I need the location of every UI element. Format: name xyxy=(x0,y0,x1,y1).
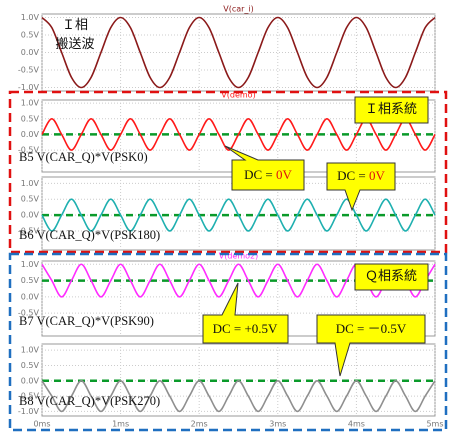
x-tick-label: 3ms xyxy=(269,420,286,429)
callout-text: DC = －0.5V xyxy=(336,321,407,336)
callout-text: DC = 0V xyxy=(337,168,385,183)
x-tick-label: 0ms xyxy=(33,420,50,429)
y-tick-label: 1.0V xyxy=(21,260,40,269)
y-tick-label: -0.5V xyxy=(18,309,40,318)
trace-title: V(demo2) xyxy=(219,252,259,261)
annotations: Ｉ相 搬送波 Ｉ相系統 Ｑ相系統 DC = 0V DC = 0V DC = +0… xyxy=(8,17,448,432)
callout xyxy=(202,282,289,344)
y-tick-label: 0.5V xyxy=(21,31,40,40)
y-tick-label: -0.5V xyxy=(18,66,40,75)
trace-title: V(car_i) xyxy=(223,5,254,14)
trace-label: B7 V(CAR_Q)*V(PSK90) xyxy=(19,314,154,328)
plots: 1.0V 0.5V 0.0V -0.5V -1.0V V(car_i) 1.0V 0.5V 0.… xyxy=(18,5,444,429)
q-group-label: Ｑ相系統 xyxy=(365,268,417,283)
y-tick-label: 0.5V xyxy=(21,361,40,370)
x-tick-label: 1ms xyxy=(112,420,129,429)
y-tick-label: 1.0V xyxy=(21,179,40,188)
y-tick-label: -1.0V xyxy=(18,83,40,92)
y-tick-label: 0.0V xyxy=(21,48,40,57)
trace xyxy=(41,16,436,89)
y-tick-label: 1.0V xyxy=(21,346,40,355)
y-tick-label: -0.5V xyxy=(18,226,40,235)
y-tick-label: 1.0V xyxy=(21,13,40,22)
y-tick-label: 1.0V xyxy=(21,99,40,108)
y-tick-label: 0.5V xyxy=(21,114,40,123)
trace-label: B6 V(CAR_Q)*V(PSK180) xyxy=(19,228,160,242)
y-tick-label: 0.0V xyxy=(21,376,40,385)
y-tick-label: 0.0V xyxy=(21,292,40,301)
trace xyxy=(41,198,436,232)
y-tick-label: 0.5V xyxy=(21,276,40,285)
trace xyxy=(41,379,436,413)
q-group-tag xyxy=(354,263,429,291)
callout xyxy=(326,162,396,212)
y-tick-label: 0.0V xyxy=(21,211,40,220)
i-group-label: Ｉ相系統 xyxy=(365,101,417,116)
callout-text: DC = +0.5V xyxy=(213,321,278,336)
carrier-label: 搬送波 xyxy=(55,36,94,51)
x-tick-label: 5ms xyxy=(426,420,443,429)
q-group-box xyxy=(8,252,448,432)
i-group-box xyxy=(8,90,448,254)
callout-text: DC = xyxy=(337,168,369,183)
callout-value: 0V xyxy=(369,168,386,183)
callout-value: 0V xyxy=(276,167,293,182)
callout-text: DC = 0V xyxy=(244,167,292,182)
callout xyxy=(316,314,426,377)
trace-label: B5 V(CAR_Q)*V(PSK0) xyxy=(19,150,148,164)
callout xyxy=(224,145,305,191)
y-tick-label: 0.0V xyxy=(21,130,40,139)
carrier-label: Ｉ相 xyxy=(62,17,88,32)
trace-label: B8 V(CAR_Q)*V(PSK270) xyxy=(19,394,160,408)
y-tick-label: 0.5V xyxy=(21,195,40,204)
y-tick-label: -0.5V xyxy=(18,146,40,155)
y-tick-label: -0.5V xyxy=(18,392,40,401)
y-tick-label: -1.0V xyxy=(18,407,40,416)
trace-title: V(demo) xyxy=(221,91,255,100)
x-tick-label: 2ms xyxy=(191,420,208,429)
callout-text: DC = xyxy=(244,167,276,182)
i-group-tag xyxy=(354,96,429,124)
x-tick-label: 4ms xyxy=(348,420,365,429)
